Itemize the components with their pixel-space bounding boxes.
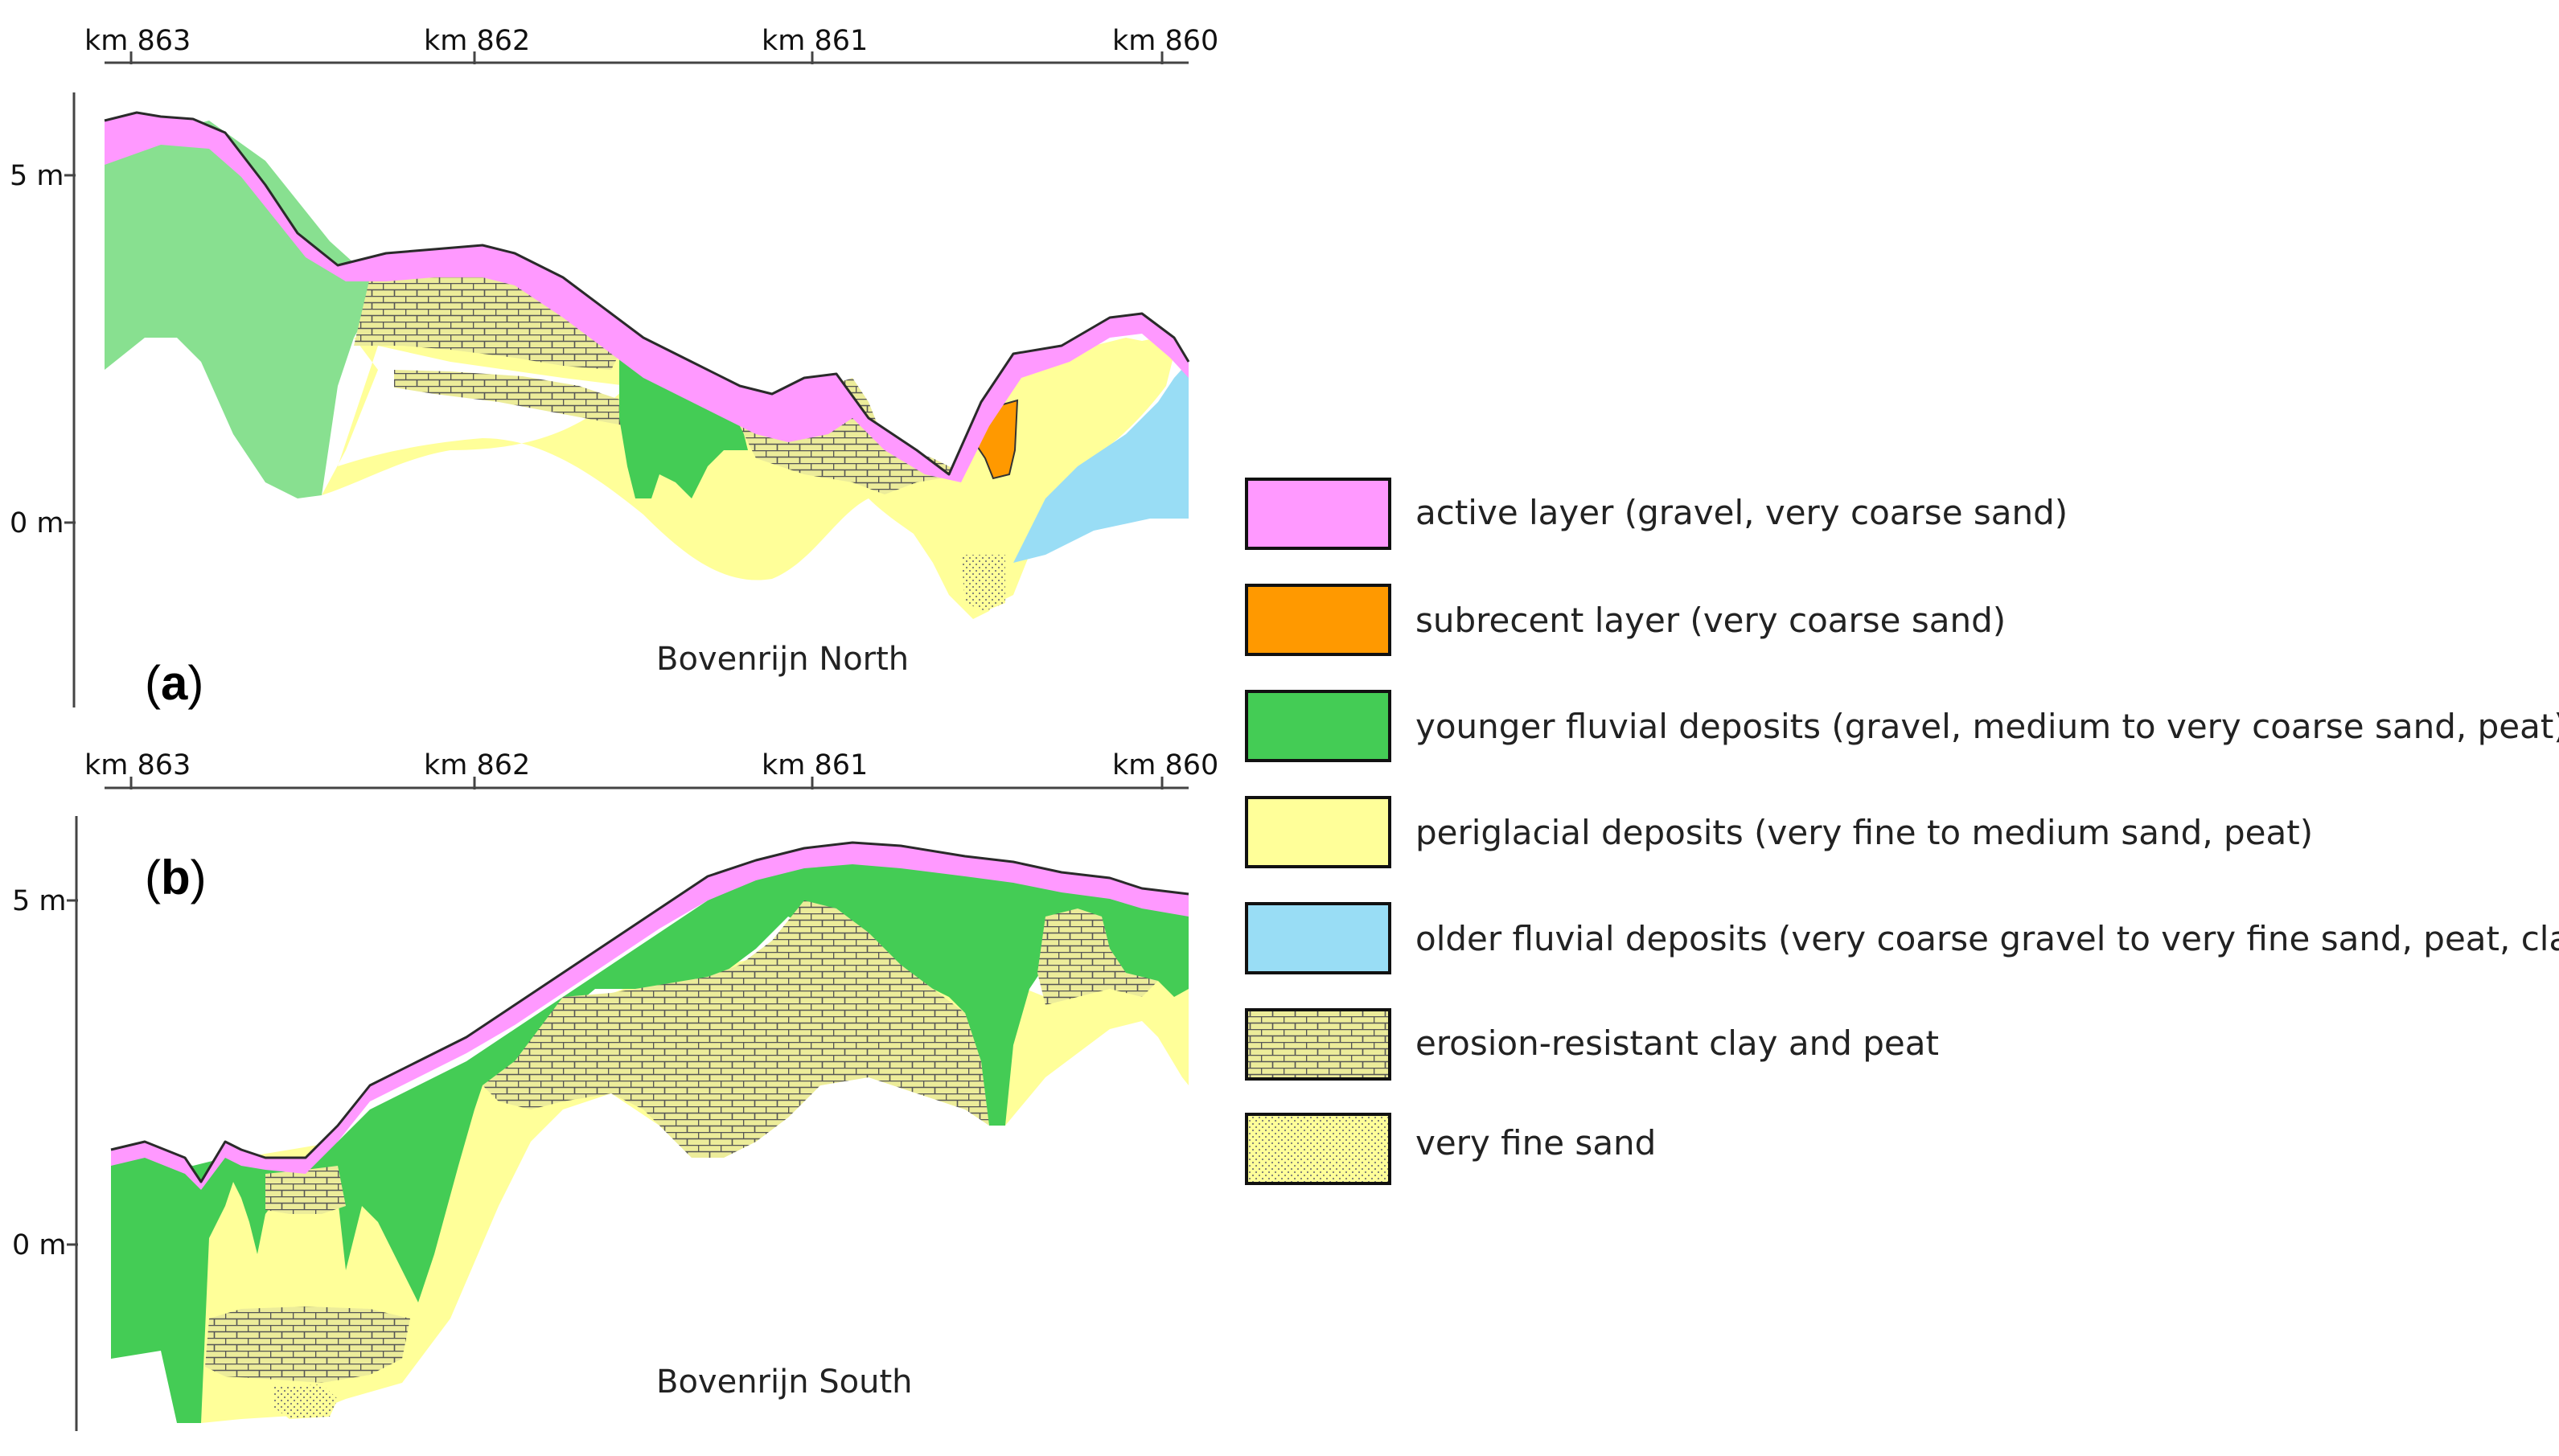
- legend-label: younger fluvial deposits (gravel, medium…: [1415, 707, 2559, 746]
- depth-tick-label: 0 m: [10, 507, 64, 539]
- km-tick-label: km 861: [762, 25, 868, 57]
- erosion-resistant-clay-b: [205, 1306, 410, 1383]
- legend-swatch-younger-fluvial: [1245, 690, 1391, 762]
- younger-fluvial-deposits-a: [105, 121, 386, 498]
- very-fine-sand-a: [961, 555, 1005, 611]
- legend-swatch-active-layer: [1245, 478, 1391, 550]
- legend-label: older fluvial deposits (very coarse grav…: [1415, 919, 2559, 958]
- panel-letter-b: (b): [145, 851, 207, 904]
- active-layer-a: [105, 113, 1189, 482]
- legend-label: very fine sand: [1415, 1123, 1656, 1163]
- legend-swatch-erosion-resistant: [1245, 1008, 1391, 1081]
- legend-label: erosion-resistant clay and peat: [1415, 1023, 1939, 1063]
- erosion-resistant-clay-a: [394, 370, 627, 426]
- depth-tick-label: 5 m: [12, 885, 67, 917]
- km-tick-label: km 863: [84, 25, 191, 57]
- active-layer-b: [111, 843, 1189, 1190]
- surface-line-a: [104, 111, 1190, 476]
- km-tick-label: km 860: [1112, 25, 1218, 57]
- older-fluvial-deposits-a: [1013, 362, 1189, 563]
- km-ticks-a: [129, 51, 1164, 64]
- depth-tick-label: 5 m: [10, 160, 64, 192]
- erosion-resistant-clay-a: [740, 378, 965, 494]
- depth-tick-label: 0 m: [12, 1229, 67, 1261]
- panel-b: km 863 km 862 km 861 km 860 5 m 0 m (b) …: [12, 749, 1218, 1431]
- erosion-resistant-clay-b: [1037, 908, 1158, 1005]
- surface-line-b: [110, 841, 1189, 1183]
- erosion-resistant-clay-b: [483, 900, 989, 1158]
- panel-title-a: Bovenrijn North: [656, 641, 909, 678]
- periglacial-deposits-a: [885, 338, 1166, 619]
- km-tick-label: km 862: [424, 25, 530, 57]
- panel-letter-a: (a): [145, 656, 203, 710]
- km-tick-label: km 860: [1112, 749, 1218, 781]
- legend: active layer (gravel, very coarse sand) …: [1245, 478, 2559, 1185]
- km-tick-label: km 863: [84, 749, 191, 781]
- km-tick-label: km 862: [424, 749, 530, 781]
- legend-swatch-older-fluvial: [1245, 902, 1391, 974]
- legend-label: periglacial deposits (very fine to mediu…: [1415, 813, 2313, 852]
- legend-swatch-periglacial: [1245, 796, 1391, 868]
- legend-label: active layer (gravel, very coarse sand): [1415, 493, 2068, 532]
- panel-a: km 863 km 862 km 861 km 860 5 m 0 m: [10, 25, 1218, 710]
- very-fine-sand-b: [273, 1384, 338, 1419]
- erosion-resistant-clay-b: [265, 1166, 346, 1214]
- km-tick-label: km 861: [762, 749, 868, 781]
- legend-swatch-subrecent-layer: [1245, 584, 1391, 656]
- legend-swatch-very-fine-sand: [1245, 1113, 1391, 1185]
- panel-title-b: Bovenrijn South: [656, 1364, 913, 1401]
- legend-label: subrecent layer (very coarse sand): [1415, 601, 2006, 640]
